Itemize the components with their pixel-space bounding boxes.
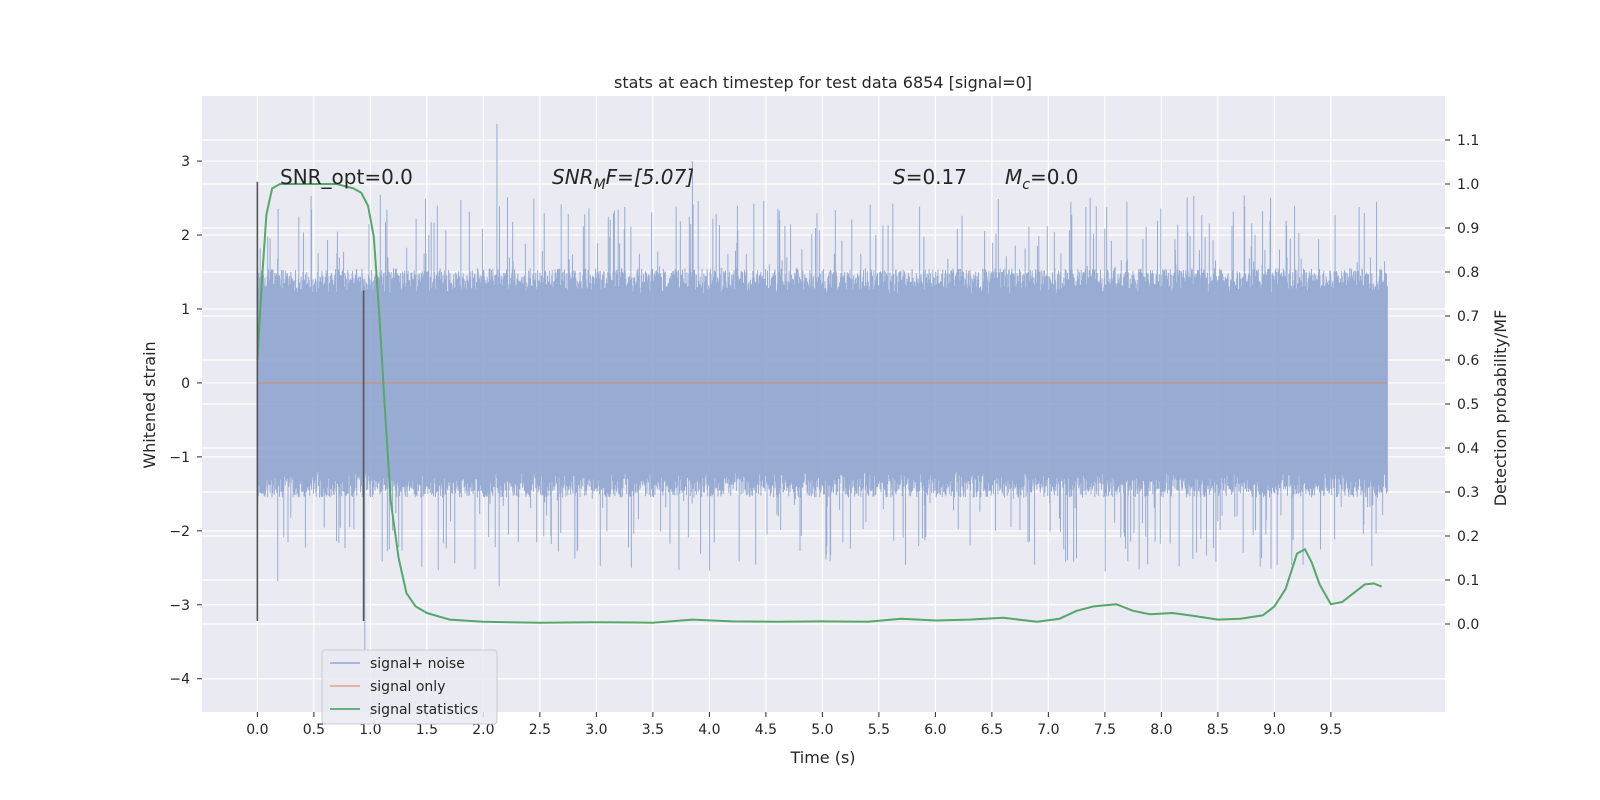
y-right-tick-label: 0.8: [1457, 265, 1479, 281]
y-right-tick-label: 0.2: [1457, 529, 1479, 545]
x-tick-label: 4.5: [755, 722, 777, 738]
x-tick-label: 0.5: [303, 722, 325, 738]
y-right-tick-label: 0.1: [1457, 573, 1479, 589]
marker-layer: [256, 181, 365, 622]
annotation-mc-var: M: [1005, 165, 1022, 189]
signal-statistics-series: [256, 183, 1383, 624]
x-tick-label: 6.0: [924, 722, 946, 738]
x-tick-label: 9.5: [1320, 722, 1342, 738]
annotation-snr-mf-base: SNR: [552, 165, 594, 189]
legend-label-signal-statistics: signal statistics: [370, 702, 478, 718]
annotation-s-stat-rest: =0.17: [906, 165, 967, 189]
x-tick-label: 8.0: [1150, 722, 1172, 738]
y-tick-label: −4: [169, 672, 190, 688]
x-tick-label: 7.5: [1094, 722, 1116, 738]
annotation-s-stat-var: S: [893, 165, 906, 189]
y-tick-label: 0: [181, 376, 190, 392]
x-tick-label: 1.0: [359, 722, 381, 738]
y-right-tick-label: 0.9: [1457, 221, 1479, 237]
annotation-mc-sub: c: [1022, 177, 1030, 193]
y-tick-label: −1: [169, 450, 190, 466]
annotation-snr-mf-sub: M: [594, 177, 606, 193]
x-axis-label: Time (s): [789, 748, 855, 767]
x-tick-label: 3.5: [642, 722, 664, 738]
y-tick-label: −3: [169, 598, 190, 614]
x-tick-label: 0.0: [246, 722, 268, 738]
x-tick-label: 9.0: [1263, 722, 1285, 738]
annotation-mc-rest: =0.0: [1030, 165, 1079, 189]
y-right-tick-label: 0.0: [1457, 617, 1479, 633]
y-right-tick-label: 0.5: [1457, 397, 1479, 413]
annotation-mc: Mc=0.0: [1005, 165, 1079, 193]
chart-title: stats at each timestep for test data 685…: [614, 73, 1032, 92]
y-right-tick-label: 0.7: [1457, 309, 1479, 325]
x-tick-label: 3.0: [585, 722, 607, 738]
x-tick-label: 4.0: [698, 722, 720, 738]
annotation-snr-mf: SNRMF=[5.07]: [552, 165, 694, 193]
annotation-s-stat: S=0.17: [893, 165, 967, 189]
x-tick-label: 5.0: [811, 722, 833, 738]
x-tick-label: 5.5: [868, 722, 890, 738]
y-axis-label: Whitened strain: [140, 341, 159, 468]
annotations: SNR_opt=0.0 SNRMF=[5.07] S=0.17 Mc=0.0: [280, 165, 1079, 193]
signal-statistics-line: [256, 183, 1383, 624]
tick-layer: 0.0 0.5 1.0 1.5 2.0 2.5 3.0 3.5 4.0 4.5 5.0 5.5 6.0 6…: [169, 133, 1479, 738]
x-tick-label: 2.5: [529, 722, 551, 738]
annotation-snr-mf-rest: F=[5.07]: [606, 165, 694, 189]
x-tick-label: 6.5: [981, 722, 1003, 738]
legend-label-signal-only: signal only: [370, 679, 445, 695]
y-right-tick-label: 1.0: [1457, 177, 1479, 193]
x-tick-label: 2.0: [472, 722, 494, 738]
y-tick-label: −2: [169, 524, 190, 540]
x-tick-label: 7.0: [1037, 722, 1059, 738]
y-right-tick-label: 0.4: [1457, 441, 1479, 457]
y-right-tick-label: 0.6: [1457, 353, 1479, 369]
annotation-snr-opt: SNR_opt=0.0: [280, 165, 413, 189]
legend-box: [321, 649, 498, 725]
legend-label-signal-noise: signal+ noise: [370, 656, 465, 672]
y-tick-label: 3: [181, 154, 190, 170]
x-tick-label: 1.5: [416, 722, 438, 738]
y-right-axis-label: Detection probability/MF: [1491, 310, 1510, 507]
x-tick-label: 8.5: [1207, 722, 1229, 738]
y-tick-label: 2: [181, 228, 190, 244]
y-right-tick-label: 1.1: [1457, 133, 1479, 149]
y-tick-label: 1: [181, 302, 190, 318]
y-right-tick-label: 0.3: [1457, 485, 1479, 501]
legend: signal+ noise signal only signal statist…: [321, 649, 498, 725]
